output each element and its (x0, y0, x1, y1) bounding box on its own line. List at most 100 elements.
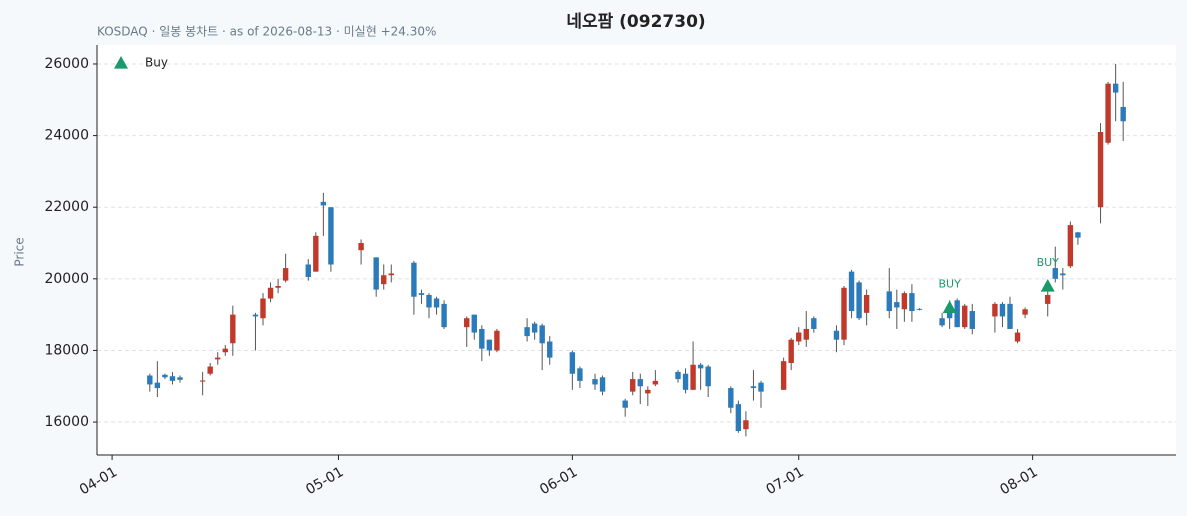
candle-body (1022, 309, 1028, 315)
candle-body (373, 257, 379, 290)
candle-body (811, 318, 817, 329)
candle-body (433, 298, 440, 308)
candle-body (418, 293, 425, 295)
candle-body (1014, 332, 1021, 342)
candle-body (962, 305, 968, 328)
candle-body (728, 388, 734, 408)
candle-body (1112, 83, 1119, 93)
candle-body (690, 364, 696, 390)
candle-body (486, 339, 493, 351)
candle-body (848, 271, 855, 312)
buy-label: BUY (1037, 256, 1060, 269)
candle-body (1105, 83, 1111, 143)
candle-body (909, 293, 915, 312)
candle-body (531, 323, 538, 333)
candle-body (758, 382, 764, 392)
candle-body (969, 311, 975, 329)
candle-body (916, 308, 923, 310)
legend-marker (114, 56, 128, 69)
y-tick-label: 26000 (44, 56, 89, 72)
candle-body (592, 379, 598, 385)
candle-body (743, 420, 749, 430)
candle-body (999, 303, 1006, 317)
y-tick-label: 20000 (44, 271, 89, 287)
candle-body (946, 312, 953, 319)
legend-label: Buy (145, 56, 168, 70)
candle-body (222, 348, 228, 353)
candle-body (863, 294, 870, 313)
candle-body (1120, 106, 1126, 122)
candle-body (381, 275, 387, 285)
candle-body (1075, 232, 1081, 238)
candle-body (328, 207, 334, 265)
y-tick-label: 18000 (44, 342, 89, 358)
chart-title: 네오팜 (092730) (566, 12, 705, 32)
candle-body (652, 380, 659, 385)
candle-body (207, 366, 213, 374)
candle-body (358, 243, 364, 251)
candle-body (1007, 303, 1013, 329)
candle-body (901, 293, 908, 310)
candle-body (313, 235, 319, 272)
y-tick-label: 24000 (44, 128, 89, 144)
candle-body (1045, 294, 1051, 304)
x-tick-label: 05-01 (303, 464, 346, 498)
candle-body (411, 262, 417, 297)
candle-body (856, 282, 862, 319)
candle-body (471, 314, 477, 333)
y-axis-label: Price (13, 237, 27, 266)
candle-body (147, 375, 153, 385)
candle-body (305, 264, 311, 278)
candle-body (569, 352, 576, 374)
candle-body (577, 368, 583, 381)
candle-body (1097, 132, 1104, 208)
candle-body (464, 318, 470, 328)
candle-body (939, 318, 945, 326)
candle-body (282, 268, 289, 281)
candle-body (954, 300, 960, 328)
candle-body (524, 327, 530, 337)
candle-body (630, 379, 636, 392)
candle-body (705, 366, 711, 387)
candle-body (992, 303, 998, 317)
candle-body (894, 302, 900, 308)
candle-body (441, 303, 447, 328)
candle-body (388, 273, 394, 276)
candle-body (780, 361, 787, 390)
candle-body (735, 404, 742, 432)
candle-body (162, 374, 168, 378)
candle-body (547, 341, 553, 358)
candle-body (275, 285, 281, 288)
candle-body (479, 328, 485, 349)
candle-body (637, 379, 643, 387)
x-tick-label: 08-01 (997, 464, 1040, 498)
candle-body (260, 298, 266, 319)
candle-body (215, 357, 221, 360)
candle-body (682, 373, 689, 390)
candle-body (697, 364, 704, 369)
candle-body (886, 291, 892, 312)
candle-body (803, 328, 809, 340)
candle-body (675, 371, 681, 380)
candle-body (645, 389, 651, 394)
candle-body (169, 376, 176, 381)
y-tick-label: 16000 (44, 414, 89, 430)
candle-body (841, 287, 847, 340)
candle-body (796, 332, 802, 342)
candle-body (320, 201, 327, 206)
candle-body (252, 314, 259, 317)
candle-body (199, 380, 206, 382)
candle-body (539, 325, 545, 344)
candle-body (230, 314, 236, 344)
candle-body (1052, 268, 1058, 279)
candle-body (750, 386, 757, 389)
candle-body (1067, 225, 1074, 267)
x-tick-label: 06-01 (537, 464, 580, 498)
candle-body (177, 377, 183, 380)
candle-body (833, 330, 840, 340)
candle-body (154, 382, 161, 389)
chart-subtitle: KOSDAQ · 일봉 봉차트 · as of 2026-08-13 · 미실현… (97, 25, 436, 39)
candle-body (788, 339, 794, 363)
